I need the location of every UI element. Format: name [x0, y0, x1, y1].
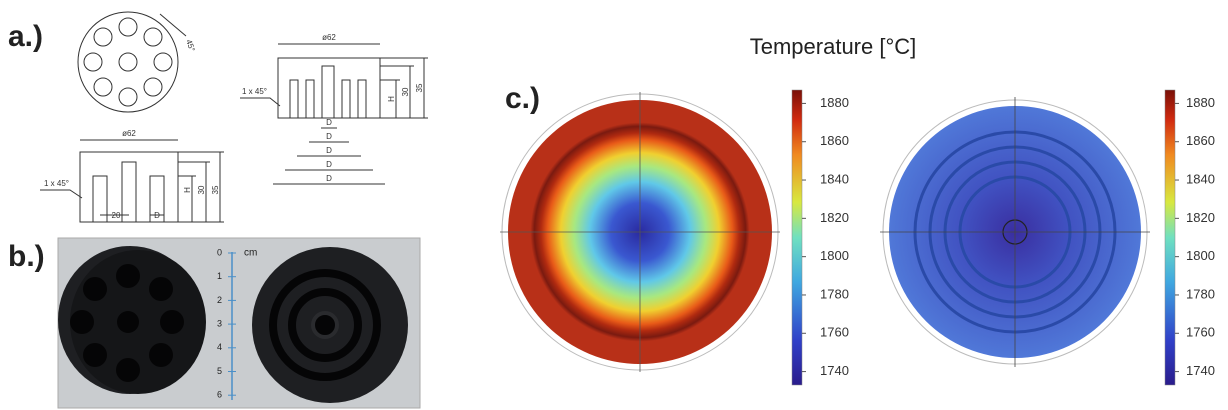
colorbar-label: 1860: [1186, 133, 1215, 148]
colorbar-label: 1880: [820, 95, 849, 110]
dimension: 1 x 45°: [242, 87, 267, 96]
heatmap-right: [880, 97, 1150, 367]
ruler-label: 0: [217, 247, 222, 257]
dimension: D: [326, 146, 332, 155]
dimension: 35: [415, 83, 424, 92]
ruler-label: 2: [217, 295, 222, 305]
colorbar-label: 1760: [1186, 325, 1215, 340]
dimension: H: [183, 187, 192, 193]
panel-label: a.): [8, 20, 43, 53]
colorbar-label: 1780: [1186, 286, 1215, 301]
dimension: 35: [211, 185, 220, 194]
ruler-unit: cm: [244, 248, 257, 259]
ruler-label: 6: [217, 390, 222, 400]
colorbar: [1165, 90, 1175, 385]
dimension: H: [387, 96, 396, 102]
ruler-label: 1: [217, 271, 222, 281]
dimension: 1 x 45°: [44, 179, 69, 188]
panel-label: c.): [505, 82, 540, 115]
dimension: D: [326, 132, 332, 141]
colorbar-label: 1880: [1186, 95, 1215, 110]
dimension: 45°: [184, 38, 197, 52]
colorbar-title: Temperature [°C]: [750, 34, 917, 59]
colorbar-label: 1820: [820, 210, 849, 225]
colorbar-label: 1740: [820, 363, 849, 378]
dimension: D: [326, 118, 332, 127]
ruler-label: 5: [217, 366, 222, 376]
ruler-label: 4: [217, 342, 222, 352]
dimension: D: [326, 160, 332, 169]
colorbar-label: 1820: [1186, 210, 1215, 225]
colorbar: [792, 90, 802, 385]
dimension: 30: [197, 185, 206, 194]
heatmap-left: [500, 92, 780, 372]
colorbar-label: 1860: [820, 133, 849, 148]
colorbar-label: 1840: [820, 171, 849, 186]
colorbar-label: 1780: [820, 286, 849, 301]
colorbar-label: 1800: [1186, 248, 1215, 263]
dimension: D: [154, 211, 160, 220]
dimension: D: [326, 174, 332, 183]
photo: cm 0 1 2 3 4 5 6: [58, 238, 420, 408]
colorbar-label: 1740: [1186, 363, 1215, 378]
dimension: ø62: [322, 33, 336, 42]
ruler-label: 3: [217, 318, 222, 328]
colorbar-label: 1840: [1186, 171, 1215, 186]
colorbar-label: 1800: [820, 248, 849, 263]
figure: a.) 45° ø62 1 x 45° 20 D H 30 35 ø62 1 x…: [0, 0, 1228, 410]
colorbar-label: 1760: [820, 325, 849, 340]
dimension: ø62: [122, 129, 136, 138]
dimension: 30: [401, 87, 410, 96]
dimension: 20: [112, 211, 121, 220]
panel-label: b.): [8, 240, 45, 273]
left-drawing: 45° ø62 1 x 45° 20 D H 30 35: [40, 12, 224, 222]
